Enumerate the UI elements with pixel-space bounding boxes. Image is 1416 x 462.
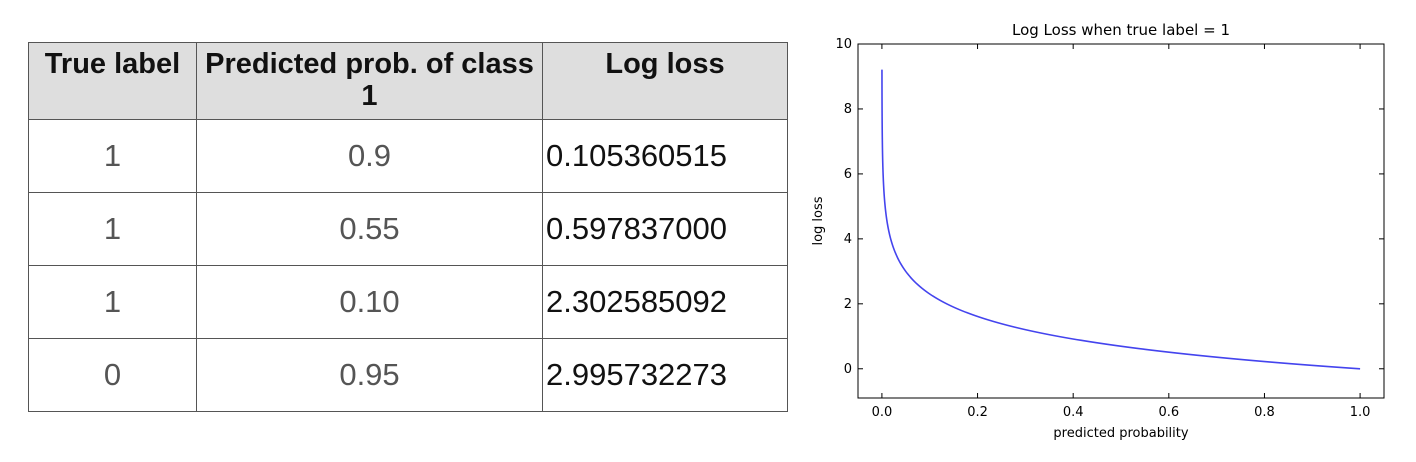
y-tick-label: 2 [844,297,852,312]
plot-frame [857,43,1385,399]
x-axis-label: predicted probability [1053,426,1188,441]
x-tick-label: 0.2 [967,405,988,420]
header-log-loss: Log loss [542,42,788,120]
header-predicted-prob: Predicted prob. of class 1 [196,42,543,120]
log-loss-table: True label Predicted prob. of class 1 Lo… [28,42,788,412]
x-tick-label: 0.4 [1063,405,1084,420]
x-tick-label: 0.6 [1158,405,1179,420]
x-tick-label: 1.0 [1350,405,1371,420]
true-label-cell: 1 [28,192,197,266]
table-row: 1 0.9 0.105360515 [28,119,788,193]
true-label-cell: 1 [28,265,197,339]
y-tick-label: 10 [835,37,852,52]
predicted-prob-cell: 0.95 [196,338,543,412]
predicted-prob-cell: 0.10 [196,265,543,339]
predicted-prob-cell: 0.9 [196,119,543,193]
predicted-prob-cell: 0.55 [196,192,543,266]
log-loss-chart: Log Loss when true label = 1 0.0 0.2 0.4 0.… [811,21,1385,441]
chart-title: Log Loss when true label = 1 [1012,21,1230,39]
header-true-label: True label [28,42,197,120]
y-tick-label: 4 [844,232,852,247]
log-loss-cell: 2.995732273 [542,338,788,412]
table-row: 1 0.55 0.597837000 [28,192,788,266]
y-tick-label: 8 [844,102,852,117]
log-loss-curve [881,69,1361,370]
table-row: 0 0.95 2.995732273 [28,338,788,412]
y-tick-label: 0 [844,362,852,377]
table-header-row: True label Predicted prob. of class 1 Lo… [28,42,788,120]
x-tick-label: 0.8 [1254,405,1275,420]
x-tick-label: 0.0 [872,405,893,420]
y-tick-label: 6 [844,167,852,182]
log-loss-cell: 2.302585092 [542,265,788,339]
table-row: 1 0.10 2.302585092 [28,265,788,339]
y-axis-label: log loss [811,196,826,245]
log-loss-cell: 0.597837000 [542,192,788,266]
true-label-cell: 0 [28,338,197,412]
true-label-cell: 1 [28,119,197,193]
log-loss-cell: 0.105360515 [542,119,788,193]
